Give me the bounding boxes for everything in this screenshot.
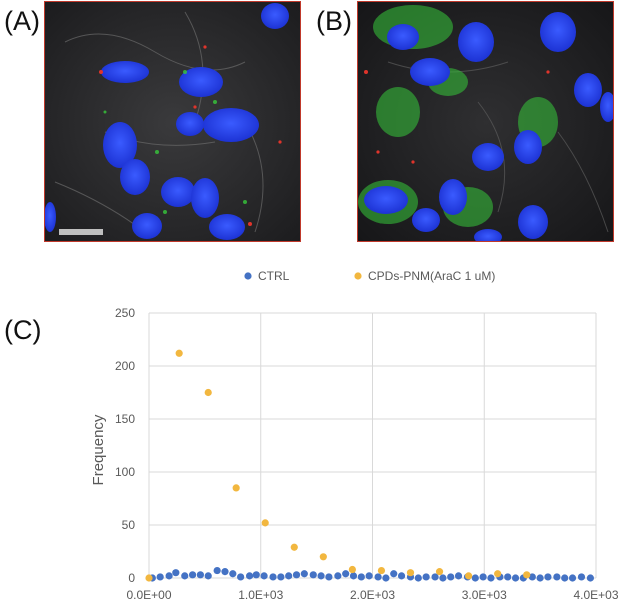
legend-marker-1 (354, 272, 362, 280)
ctrl-point (260, 572, 268, 580)
y-tick-label: 150 (115, 412, 135, 426)
cpds-point (290, 543, 298, 551)
cpds-point (435, 568, 444, 576)
y-tick-label: 200 (115, 359, 135, 373)
ctrl-point (374, 573, 382, 581)
ctrl-point (156, 573, 164, 581)
cpds-point (377, 566, 386, 575)
ctrl-point (292, 571, 301, 579)
legend-label-1: CPDs-PNM(AraC 1 uM) (368, 269, 495, 283)
ctrl-point (561, 574, 569, 582)
ctrl-point (349, 572, 358, 580)
ctrl-point (245, 572, 254, 580)
cpds-point (494, 570, 502, 578)
ctrl-point (196, 571, 205, 579)
ctrl-point (277, 573, 285, 581)
chart-points (145, 349, 595, 582)
ctrl-point (252, 571, 260, 579)
ctrl-point (204, 572, 212, 580)
y-tick-label: 50 (122, 518, 136, 532)
ctrl-point (172, 569, 180, 577)
legend-label-0: CTRL (258, 269, 290, 283)
microscopy-image-b (357, 1, 614, 242)
cpds-point (348, 565, 356, 574)
panel-label-a: (A) (4, 6, 40, 36)
nuclei-b (364, 12, 613, 241)
x-tick-label: 1.0E+03 (238, 588, 283, 602)
ctrl-point (181, 572, 189, 580)
ctrl-point (365, 572, 373, 580)
cpds-point (523, 571, 531, 579)
ctrl-point (568, 574, 577, 582)
y-tick-labels: 0 50 100 150 200 250 (115, 306, 135, 585)
ctrl-point (471, 574, 479, 582)
ctrl-point (447, 573, 455, 581)
ctrl-point (553, 573, 561, 581)
ctrl-point (342, 570, 350, 578)
cpds-point (319, 553, 327, 561)
cpds-point (145, 574, 153, 582)
ctrl-point (536, 574, 544, 582)
cpds-point (175, 349, 183, 357)
ctrl-point (334, 572, 342, 580)
series-1 (145, 349, 531, 582)
ctrl-point (431, 573, 439, 581)
panel-label-c: (C) (4, 315, 42, 345)
ctrl-point (357, 573, 365, 581)
scale-bar (59, 229, 103, 235)
ctrl-point (511, 574, 520, 582)
ctrl-point (325, 573, 333, 581)
ctrl-point (221, 568, 229, 576)
legend-marker-0 (244, 272, 252, 280)
cpds-point (406, 569, 415, 577)
cpds-point (261, 519, 269, 527)
ctrl-point (577, 573, 586, 581)
ctrl-point (382, 574, 390, 582)
ctrl-point (504, 573, 512, 581)
microscopy-image-a (44, 1, 301, 242)
y-tick-label: 0 (128, 571, 135, 585)
cpds-point (465, 572, 473, 580)
ctrl-point (285, 572, 293, 580)
ctrl-point (300, 570, 308, 578)
ctrl-point (165, 572, 173, 580)
ctrl-point (414, 574, 422, 582)
ctrl-point (422, 573, 430, 581)
ctrl-point (586, 574, 595, 582)
ctrl-point (487, 574, 495, 582)
x-tick-label: 3.0E+03 (462, 588, 507, 602)
cpds-point (232, 484, 240, 492)
scatter-chart: CTRL CPDs-PNM(AraC 1 uM) Frequency 0 50 100… (90, 269, 619, 602)
ctrl-point (397, 572, 406, 580)
ctrl-point (544, 573, 552, 581)
ctrl-point (213, 566, 221, 575)
series-0 (148, 566, 595, 582)
ctrl-point (309, 571, 317, 579)
ctrl-point (269, 573, 277, 581)
y-tick-label: 250 (115, 306, 135, 320)
chart-grid (148, 312, 597, 579)
ctrl-point (390, 570, 398, 578)
ctrl-point (454, 572, 463, 580)
x-tick-label: 4.0E+03 (573, 588, 618, 602)
ctrl-point (528, 573, 536, 581)
ctrl-point (229, 570, 237, 578)
y-tick-label: 100 (115, 465, 135, 479)
ctrl-point (439, 574, 447, 582)
x-tick-labels: 0.0E+00 1.0E+03 2.0E+03 3.0E+03 4.0E+03 (126, 588, 618, 602)
x-tick-label: 0.0E+00 (126, 588, 171, 602)
cpds-point (204, 388, 212, 397)
panel-label-b: (B) (316, 6, 352, 36)
ctrl-point (188, 571, 197, 579)
x-tick-label: 2.0E+03 (350, 588, 395, 602)
ctrl-point (317, 572, 325, 580)
nuclei-a (45, 3, 289, 240)
ctrl-point (479, 573, 487, 581)
y-axis-label: Frequency (90, 414, 107, 485)
chart-legend: CTRL CPDs-PNM(AraC 1 uM) (244, 269, 495, 283)
ctrl-point (237, 573, 245, 581)
